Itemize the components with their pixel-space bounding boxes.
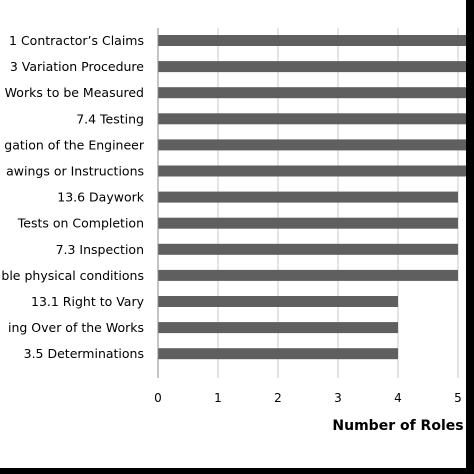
bars [158,35,466,360]
bar [158,35,466,46]
category-label: 3 Variation Procedure [10,59,144,74]
bar [158,322,398,334]
x-tick-label: 2 [274,391,282,405]
category-label: awings or Instructions [6,164,144,179]
bar [158,87,466,99]
bar [158,113,466,125]
x-tick-label: 3 [334,391,342,405]
chart-area: 1 Contractor’s Claims 3 Variation Procedu… [0,0,466,468]
category-label: 7.4 Testing [76,111,144,126]
x-tick-label: 5 [454,391,462,405]
bar [158,191,458,203]
bar-chart: 1 Contractor’s Claims 3 Variation Procedu… [1,28,466,434]
category-label: Tests on Completion [17,216,144,231]
x-axis-title: Number of Roles [332,418,463,434]
x-tick-label: 0 [154,391,162,405]
x-tick-label: 4 [394,391,402,405]
bar [158,217,458,229]
category-label: Works to be Measured [5,85,144,100]
bar [158,269,458,281]
bar [158,348,398,360]
category-label: 7.3 Inspection [56,242,144,257]
bar [158,296,398,307]
category-label: 3.5 Determinations [24,346,144,361]
bar [158,61,466,73]
x-axis-ticks: 0 1 2 3 4 5 [154,391,462,405]
category-label: 1 Contractor’s Claims [9,33,144,48]
bar [158,243,458,255]
category-label: gation of the Engineer [4,137,145,152]
gridlines [217,28,459,378]
x-tick-label: 1 [214,391,222,405]
category-labels: 1 Contractor’s Claims 3 Variation Procedu… [1,33,144,361]
bar [158,139,466,151]
category-label: 13.6 Daywork [57,190,144,205]
bar [158,165,466,177]
category-label: ing Over of the Works [8,320,144,335]
category-label: ble physical conditions [1,268,144,283]
category-label: 13.1 Right to Vary [31,294,145,309]
